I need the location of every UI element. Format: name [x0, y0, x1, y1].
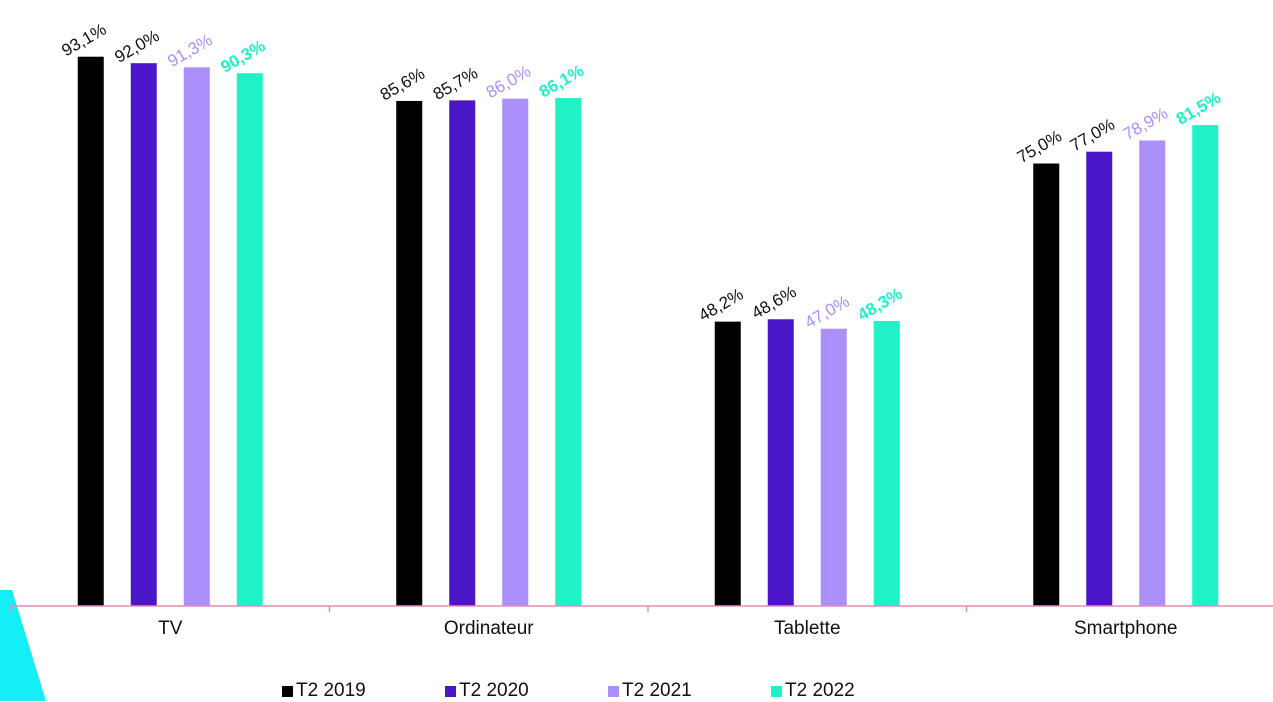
- decorative-accent-triangle: [0, 590, 46, 701]
- bar: [1086, 151, 1113, 606]
- bar: [1192, 125, 1219, 607]
- data-label: 77,0%: [1067, 115, 1118, 156]
- bar: [396, 100, 423, 607]
- x-axis: [10, 605, 1273, 612]
- category-label: TV: [158, 618, 183, 639]
- bar: [77, 56, 104, 606]
- legend-swatch: [771, 685, 782, 697]
- legend-label: T2 2020: [459, 680, 529, 701]
- bar: [1033, 163, 1060, 606]
- bar: [714, 321, 741, 606]
- data-label: 78,9%: [1120, 103, 1171, 144]
- category-label: Smartphone: [1074, 618, 1178, 639]
- data-label: 91,3%: [164, 30, 215, 71]
- category-label: Tablette: [774, 618, 841, 639]
- legend-item: T2 2021: [608, 680, 771, 702]
- bar: [183, 67, 210, 606]
- data-label: 86,1%: [536, 61, 587, 102]
- legend-item: T2 2020: [445, 680, 608, 702]
- data-label: 47,0%: [801, 292, 852, 333]
- legend-swatch: [608, 685, 619, 697]
- legend-label: T2 2022: [785, 680, 855, 701]
- legend-label: T2 2019: [296, 680, 366, 701]
- data-label: 90,3%: [217, 36, 268, 77]
- bar: [449, 100, 476, 607]
- bar: [130, 63, 157, 606]
- data-label: 48,2%: [695, 285, 746, 326]
- data-label: 86,0%: [483, 62, 534, 103]
- category-labels-group: TV Ordinateur Tablette Smartphone: [158, 618, 1177, 639]
- bars-group: [77, 56, 1219, 607]
- bar: [820, 328, 847, 606]
- legend: T2 2019 T2 2020 T2 2021 T2 2022: [282, 680, 934, 702]
- legend-swatch: [445, 685, 456, 697]
- category-label: Ordinateur: [444, 618, 534, 639]
- legend-label: T2 2021: [622, 680, 692, 701]
- bar: [502, 98, 529, 606]
- bar: [1139, 140, 1166, 607]
- legend-swatch: [282, 685, 293, 697]
- bar: [767, 319, 794, 606]
- data-label: 92,0%: [111, 26, 162, 67]
- data-label: 85,6%: [377, 64, 428, 105]
- data-label: 75,0%: [1014, 126, 1065, 167]
- legend-item: T2 2022: [771, 680, 934, 702]
- data-label: 93,1%: [58, 20, 109, 61]
- bar: [873, 321, 900, 606]
- data-label: 85,7%: [430, 63, 481, 104]
- data-label: 48,3%: [854, 284, 905, 325]
- data-label: 48,6%: [748, 282, 799, 323]
- bar: [236, 73, 263, 607]
- bar: [555, 98, 582, 606]
- data-label: 81,5%: [1173, 88, 1224, 129]
- legend-item: T2 2019: [282, 680, 445, 702]
